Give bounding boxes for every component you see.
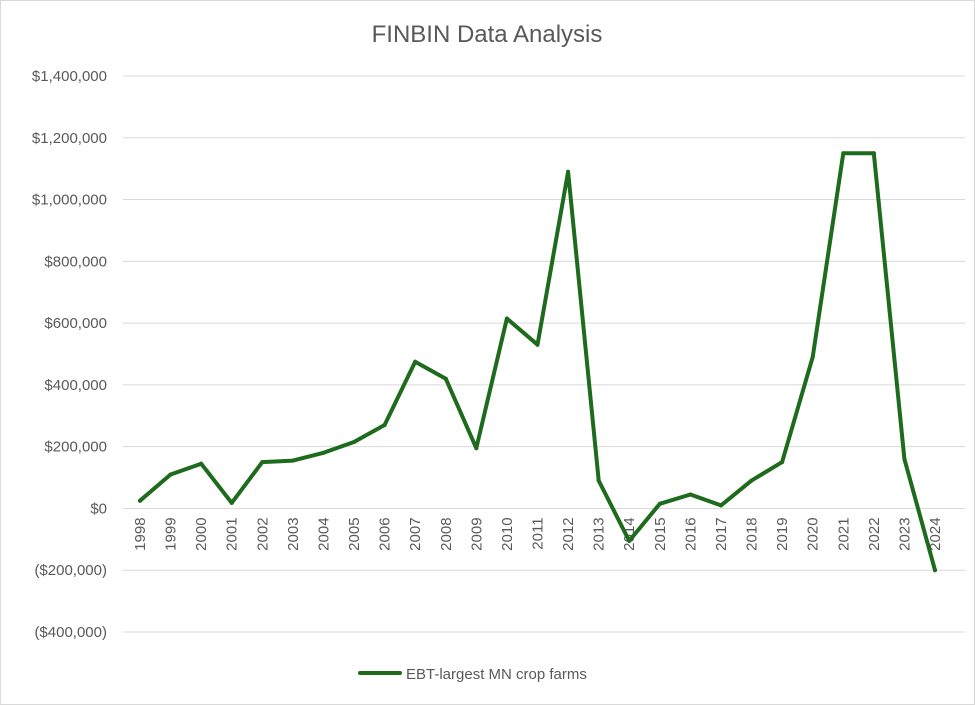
x-tick-label: 2002 xyxy=(254,517,271,550)
series-line-ebt-largest-mn-crop-farms xyxy=(138,151,937,573)
x-tick-label: 2001 xyxy=(224,517,241,550)
chart-title: FINBIN Data Analysis xyxy=(372,21,603,48)
data-point xyxy=(596,478,601,483)
data-point xyxy=(810,355,815,360)
data-point xyxy=(443,376,448,381)
y-tick-label: $1,000,000 xyxy=(32,192,107,209)
y-axis-tick-labels: $1,400,000 $1,200,000 $1,000,000 $800,000 $6… xyxy=(32,68,107,641)
data-point xyxy=(627,538,632,543)
x-tick-label: 2020 xyxy=(805,517,822,550)
x-tick-label: 2007 xyxy=(407,517,424,550)
x-tick-label: 2019 xyxy=(774,517,791,550)
data-point xyxy=(841,151,846,156)
x-tick-label: 2014 xyxy=(621,517,638,550)
data-point xyxy=(688,492,693,497)
data-point xyxy=(138,498,142,503)
x-tick-label: 2012 xyxy=(560,517,577,550)
data-point xyxy=(504,316,509,321)
y-tick-label: ($400,000) xyxy=(34,624,107,641)
x-tick-label: 2010 xyxy=(499,517,516,550)
x-tick-label: 2009 xyxy=(468,517,485,550)
y-tick-label: $800,000 xyxy=(44,253,107,270)
x-tick-label: 2003 xyxy=(285,517,302,550)
x-tick-label: 2023 xyxy=(896,517,913,550)
y-tick-label: $200,000 xyxy=(44,439,107,456)
x-tick-label: 2021 xyxy=(835,517,852,550)
data-point xyxy=(413,359,418,364)
x-tick-label: 2022 xyxy=(866,517,883,550)
data-point xyxy=(718,503,723,508)
data-point xyxy=(199,461,204,466)
y-tick-label: $0 xyxy=(90,500,107,517)
x-tick-label: 1998 xyxy=(132,517,149,550)
x-tick-label: 2004 xyxy=(315,517,332,550)
data-point xyxy=(871,151,876,156)
data-point xyxy=(321,450,326,455)
y-tick-label: $1,400,000 xyxy=(32,68,107,85)
data-point xyxy=(290,458,295,463)
x-tick-label: 2005 xyxy=(346,517,363,550)
legend-label: EBT-largest MN crop farms xyxy=(406,666,587,683)
x-axis-tick-labels: 1998 1999 2000 2001 2002 2003 2004 2005 2006 2007… xyxy=(132,517,944,550)
y-tick-label: $400,000 xyxy=(44,377,107,394)
data-point xyxy=(902,457,907,462)
series-layer xyxy=(138,151,937,573)
data-point xyxy=(168,472,173,477)
data-point xyxy=(229,500,234,505)
data-point xyxy=(657,501,662,506)
data-point xyxy=(260,460,265,465)
x-tick-label: 2000 xyxy=(193,517,210,550)
x-tick-label: 2017 xyxy=(713,517,730,550)
gridlines xyxy=(123,75,965,633)
x-tick-label: 2011 xyxy=(530,517,547,549)
x-tick-label: 2018 xyxy=(744,517,761,550)
data-point xyxy=(535,342,540,347)
y-tick-label: ($200,000) xyxy=(34,562,107,579)
data-point xyxy=(933,568,937,573)
x-tick-label: 2006 xyxy=(377,517,394,550)
x-tick-label: 2016 xyxy=(682,517,699,550)
x-tick-label: 1999 xyxy=(163,517,180,550)
data-point xyxy=(780,460,785,465)
data-point xyxy=(474,446,479,451)
legend: EBT-largest MN crop farms xyxy=(358,666,587,683)
y-tick-label: $1,200,000 xyxy=(32,130,107,147)
data-point xyxy=(352,440,357,445)
x-tick-label: 2015 xyxy=(652,517,669,550)
data-point xyxy=(382,423,387,428)
data-point xyxy=(566,169,571,174)
x-tick-label: 2008 xyxy=(438,517,455,550)
y-tick-label: $600,000 xyxy=(44,315,107,332)
data-point xyxy=(749,478,754,483)
x-tick-label: 2024 xyxy=(927,517,944,550)
x-tick-label: 2013 xyxy=(591,517,608,550)
